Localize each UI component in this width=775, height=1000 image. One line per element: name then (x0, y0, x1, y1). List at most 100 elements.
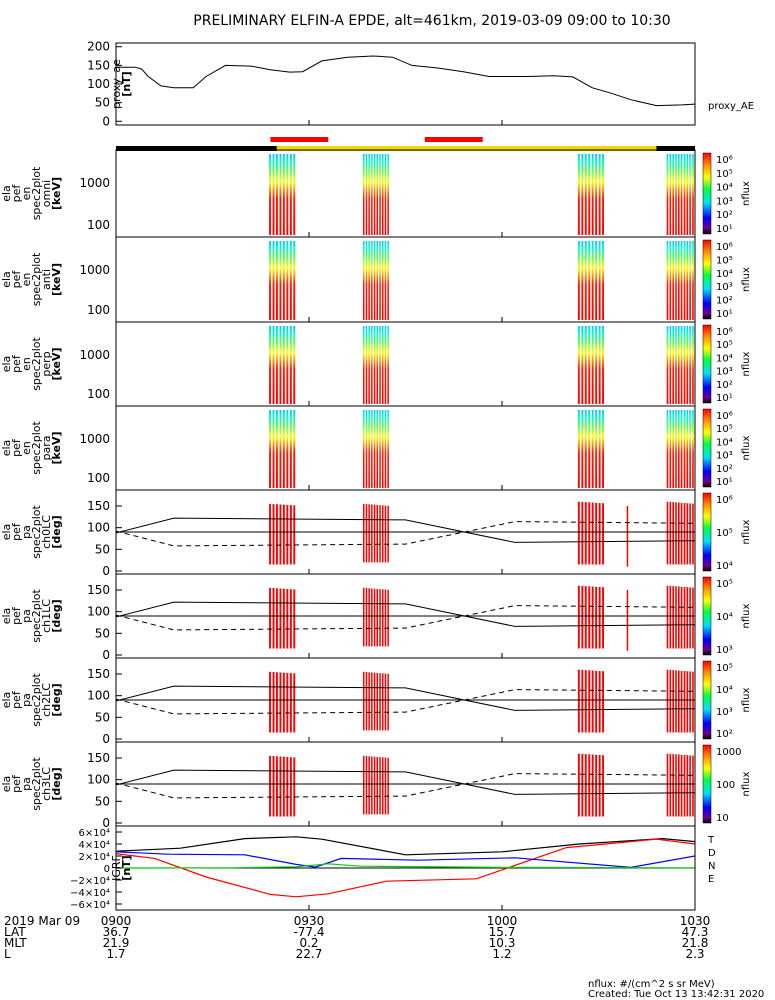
pa-stripe (666, 501, 669, 565)
pa-stripe (371, 756, 373, 815)
spectrogram-stripe (602, 326, 604, 404)
spectrogram-stripe (678, 154, 680, 235)
colorbar-tick-label: 10² (716, 210, 733, 221)
panel-ylabel-line: [deg] (50, 683, 63, 716)
pa-stripe (680, 502, 683, 565)
spectrogram-stripe (598, 241, 601, 320)
spectrogram-stripe (384, 410, 387, 488)
ytick-label: 100 (87, 605, 110, 619)
ytick-label: 0 (102, 564, 110, 578)
pa-stripe (675, 502, 677, 565)
pa-stripe (371, 588, 373, 647)
pa-stripe (368, 756, 370, 815)
panel-frame (115, 149, 696, 238)
spectrogram-stripe (577, 241, 580, 320)
colorbar-tick-label: 10⁵ (716, 579, 733, 590)
pa-stripe (279, 672, 282, 733)
pa-stripe (669, 753, 672, 817)
spectrogram-stripe (387, 241, 389, 320)
panel-ylabel-line: ela (0, 776, 13, 793)
pa-stripe (276, 672, 278, 733)
pa-stripe (686, 503, 689, 565)
pa-stripe (595, 670, 598, 733)
panel-ylabel-line: pef (10, 606, 23, 625)
colorbar-tick-label: 10¹ (716, 309, 733, 320)
ytick-label: 100 (87, 303, 110, 317)
pa-stripe (269, 755, 271, 817)
spectrogram-stripe (692, 241, 694, 320)
pa-stripe (384, 505, 387, 563)
spectrogram-stripe (376, 154, 378, 235)
panel-ylabel-line: spec2plot (30, 505, 43, 559)
pa-stripe (282, 504, 285, 565)
pa-stripe (591, 502, 594, 565)
panel-ylabel-line: en (20, 441, 33, 455)
colorbar-tick-label: 10⁵ (716, 255, 733, 266)
spectrogram-stripe (577, 410, 580, 488)
spectrogram-stripe (675, 154, 677, 235)
spectrogram-stripe (269, 241, 271, 320)
anti-loss-cone-line (115, 605, 696, 631)
spectrogram-stripe (276, 154, 278, 235)
row-label-mlt: MLT (4, 936, 27, 950)
colorbar-tick-label: 10¹ (716, 477, 733, 488)
spectrogram-stripe (669, 154, 672, 235)
colorbar-tick-label: 10⁶ (716, 155, 733, 166)
pa-stripe (289, 673, 292, 733)
orbit-state-bar-segment (656, 146, 695, 151)
pa-stripe (376, 504, 378, 563)
ytick-label: 1000 (79, 432, 110, 446)
pa-stripe (387, 589, 389, 647)
pa-stripe (581, 669, 584, 733)
spectrogram-stripe (279, 410, 282, 488)
pa-stripe (683, 587, 686, 649)
panel-frame (115, 825, 696, 911)
spectrogram-stripe (678, 326, 680, 404)
panel-ylabel-line: para (40, 436, 53, 461)
colorbar-tick-label: 10⁴ (716, 269, 733, 280)
colorbar-label: nflux (741, 267, 752, 292)
pa-stripe (376, 588, 378, 647)
spectrogram-stripe (379, 154, 381, 235)
pa-stripe (683, 503, 686, 565)
colorbar-label: nflux (741, 603, 752, 628)
spectrogram-stripe (363, 241, 365, 320)
spectrogram-stripe (387, 410, 389, 488)
ytick-label: 50 (95, 794, 110, 808)
colorbar-tick-label: 10⁶ (716, 411, 733, 422)
pa-stripe (365, 504, 368, 563)
ytick-label: 0 (102, 732, 110, 746)
pa-stripe (602, 503, 604, 565)
pa-stripe (689, 587, 691, 649)
pa-stripe (672, 670, 674, 733)
spectrogram-stripe (363, 410, 365, 488)
pa-stripe (276, 756, 278, 817)
pa-stripe (692, 503, 694, 565)
pa-stripe (293, 757, 296, 817)
spectrogram-stripe (686, 410, 689, 488)
spectrogram-stripe (581, 326, 584, 404)
colorbar-tick-label: 10³ (716, 707, 733, 718)
pa-stripe (387, 757, 389, 815)
panel-ylabel-line: en (20, 187, 33, 201)
panel-ylabel-line: [deg] (50, 515, 63, 548)
spectrogram-stripe (675, 326, 677, 404)
spectrogram-stripe (289, 326, 292, 404)
spectrogram-stripe (675, 410, 677, 488)
row-label-lat: LAT (4, 925, 26, 939)
spectrogram-stripe (371, 326, 373, 404)
pa-stripe (363, 503, 365, 563)
pa-stripe (577, 585, 580, 649)
pa-stripe (272, 672, 275, 733)
colorbar-tick-label: 10² (716, 380, 733, 391)
colorbar-tick-label: 10⁴ (716, 353, 733, 364)
lat-value: 15.7 (489, 925, 516, 939)
spectrogram-stripe (279, 154, 282, 235)
pa-stripe (368, 672, 370, 731)
spectrogram-stripe (384, 326, 387, 404)
spectrogram-stripe (683, 154, 686, 235)
panel-ylabel-line: ch1LC (40, 599, 53, 633)
time-tick: 1000 (487, 914, 518, 928)
spectrogram-stripe (368, 410, 370, 488)
pa-stripe (289, 505, 292, 565)
